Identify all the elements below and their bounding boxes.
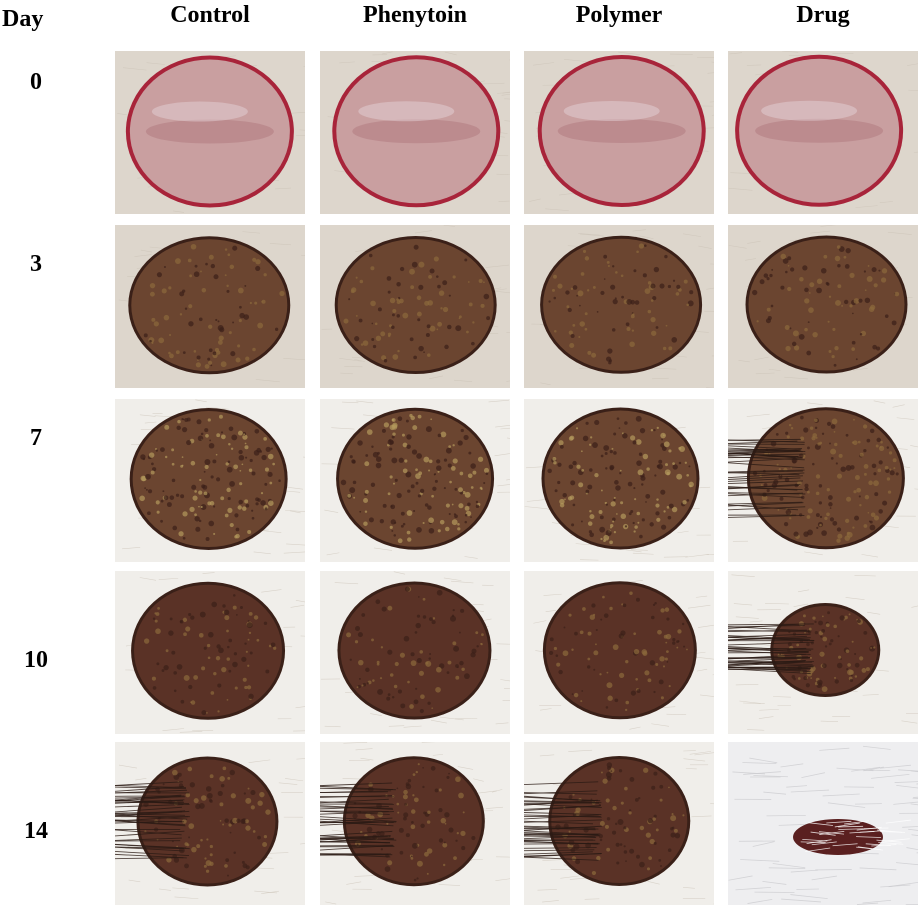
wound-photo-svg xyxy=(524,742,714,905)
wound-photo-svg xyxy=(728,225,918,388)
group-header-control: Control xyxy=(170,2,250,28)
wound-photo-control-day-7 xyxy=(115,399,305,562)
wound-photo-svg xyxy=(115,742,305,905)
group-header-polymer: Polymer xyxy=(575,2,663,28)
wound-photo-polymer-day-10 xyxy=(524,571,714,734)
wound-photo-svg xyxy=(115,399,305,562)
wound-photo-control-day-14 xyxy=(115,742,305,905)
group-header-phenytoin: Phenytoin xyxy=(362,2,467,28)
wound-photo-svg xyxy=(524,571,714,734)
day-label-7: 7 xyxy=(30,425,42,451)
wound-photo-drug-day-3 xyxy=(728,225,918,388)
wound-photo-svg xyxy=(320,571,510,734)
wound-photo-svg xyxy=(115,225,305,388)
wound-photo-drug-day-14 xyxy=(728,742,918,905)
wound-photo-polymer-day-7 xyxy=(524,399,714,562)
wound-photo-svg xyxy=(728,399,918,562)
wound-photo-svg xyxy=(115,571,305,734)
wound-photo-drug-day-7 xyxy=(728,399,918,562)
wound-photo-svg xyxy=(524,399,714,562)
wound-photo-phenytoin-day-0 xyxy=(320,51,510,214)
wound-photo-phenytoin-day-14 xyxy=(320,742,510,905)
wound-photo-svg xyxy=(524,225,714,388)
wound-photo-control-day-3 xyxy=(115,225,305,388)
wound-photo-drug-day-0 xyxy=(728,51,918,214)
wound-photo-phenytoin-day-7 xyxy=(320,399,510,562)
day-label-3: 3 xyxy=(30,251,42,277)
wound-photo-svg xyxy=(728,742,918,905)
day-label-14: 14 xyxy=(24,818,48,844)
wound-photo-svg xyxy=(320,399,510,562)
wound-photo-phenytoin-day-10 xyxy=(320,571,510,734)
wound-photo-svg xyxy=(728,51,918,214)
wound-photo-svg xyxy=(320,742,510,905)
day-label-10: 10 xyxy=(24,647,48,673)
wound-photo-svg xyxy=(728,571,918,734)
wound-photo-polymer-day-0 xyxy=(524,51,714,214)
wound-photo-svg xyxy=(524,51,714,214)
wound-photo-svg xyxy=(320,51,510,214)
wound-photo-control-day-0 xyxy=(115,51,305,214)
wound-photo-polymer-day-14 xyxy=(524,742,714,905)
wound-photo-drug-day-10 xyxy=(728,571,918,734)
wound-photo-svg xyxy=(320,225,510,388)
day-label-0: 0 xyxy=(30,69,42,95)
day-column-header: Day xyxy=(2,6,44,32)
group-header-drug: Drug xyxy=(796,2,850,28)
wound-photo-phenytoin-day-3 xyxy=(320,225,510,388)
wound-photo-svg xyxy=(115,51,305,214)
wound-photo-polymer-day-3 xyxy=(524,225,714,388)
wound-photo-control-day-10 xyxy=(115,571,305,734)
